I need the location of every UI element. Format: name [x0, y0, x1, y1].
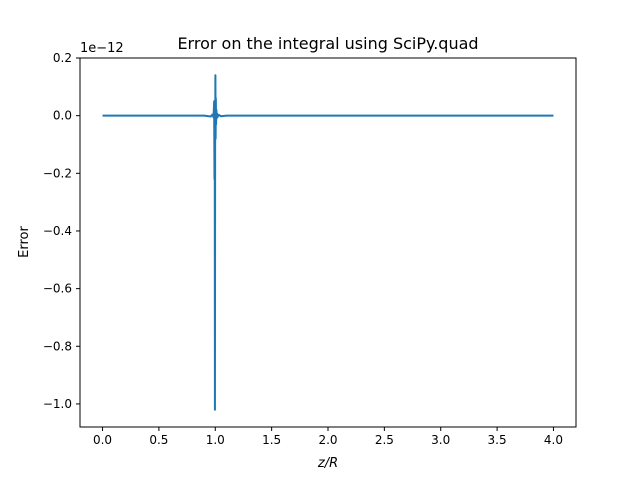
axes-frame [79, 57, 577, 428]
y-tick-label: 0.2 [53, 51, 72, 65]
chart-title: Error on the integral using SciPy.quad [177, 34, 478, 53]
x-tick-label: 0.5 [149, 433, 168, 447]
series-line [102, 74, 554, 411]
x-tick-label: 2.5 [375, 433, 394, 447]
y-tick-label: −0.2 [43, 166, 72, 180]
x-tick-label: 2.0 [318, 433, 337, 447]
y-offset-label: 1e−12 [80, 41, 124, 56]
y-axis-label: Error [17, 226, 32, 258]
x-tick-label: 3.0 [431, 433, 450, 447]
x-tick-label: 3.5 [488, 433, 507, 447]
y-tick-label: −0.8 [43, 339, 72, 353]
x-tick-label: 1.0 [206, 433, 225, 447]
y-tick-label: −1.0 [43, 397, 72, 411]
axis-ticks: 0.0 0.5 1.0 1.5 2.0 2.5 3.0 3.5 4.0 0.2 0.0 −0.2 −0.… [43, 51, 563, 447]
x-tick-label: 1.5 [262, 433, 281, 447]
y-tick-label: 0.0 [53, 109, 72, 123]
y-tick-label: −0.4 [43, 224, 72, 238]
x-tick-label: 4.0 [544, 433, 563, 447]
x-tick-label: 0.0 [93, 433, 112, 447]
plot-area [102, 74, 554, 411]
x-axis-label: z/R [317, 456, 338, 471]
y-tick-label: −0.6 [43, 282, 72, 296]
